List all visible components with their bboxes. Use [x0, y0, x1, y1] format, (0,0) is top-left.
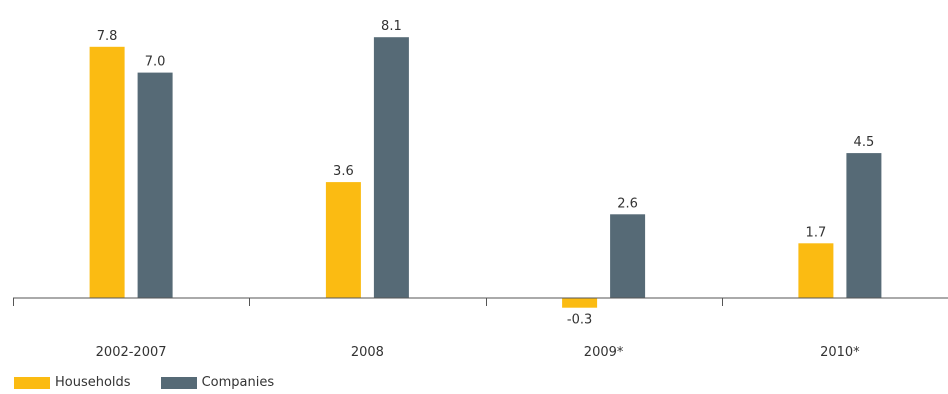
legend-swatch-companies: [160, 376, 197, 389]
data-label-households-2: -0.3: [567, 313, 592, 328]
bars-layer: [89, 37, 882, 308]
data-label-households-3: 1.7: [806, 225, 827, 240]
data-label-companies-0: 7.0: [145, 55, 166, 70]
bar-households-0: [89, 46, 125, 298]
legend-swatch-households: [14, 376, 50, 389]
value-labels-layer: 7.8 7.0 3.6 8.1 -0.3 2.6 1.7 4.5: [97, 19, 874, 328]
legend-label-companies: Companies: [201, 375, 275, 390]
data-label-households-1: 3.6: [333, 164, 354, 179]
bar-companies-0: [137, 72, 173, 298]
data-label-companies-2: 2.6: [617, 196, 638, 211]
data-label-companies-1: 8.1: [381, 19, 402, 34]
bar-companies-1: [373, 37, 409, 298]
bar-companies-2: [610, 214, 646, 298]
legend-item-households: Households: [14, 375, 131, 390]
x-tick-label: 2010*: [820, 345, 860, 360]
bar-households-1: [325, 182, 361, 298]
x-axis-ticks: [13, 298, 723, 306]
data-label-companies-3: 4.5: [854, 135, 875, 150]
x-tick-label: 2009*: [584, 345, 624, 360]
x-tick-label: 2008: [351, 345, 384, 360]
bar-households-3: [798, 243, 834, 298]
bar-households-2: [562, 298, 598, 308]
x-axis-category-labels: 2002-2007 2008 2009* 2010*: [96, 345, 861, 360]
legend-label-households: Households: [55, 375, 131, 390]
bar-companies-3: [846, 153, 882, 298]
legend: Households Companies: [14, 375, 304, 390]
data-label-households-0: 7.8: [97, 29, 118, 44]
legend-item-companies: Companies: [160, 375, 275, 390]
x-tick-label: 2002-2007: [96, 345, 167, 360]
